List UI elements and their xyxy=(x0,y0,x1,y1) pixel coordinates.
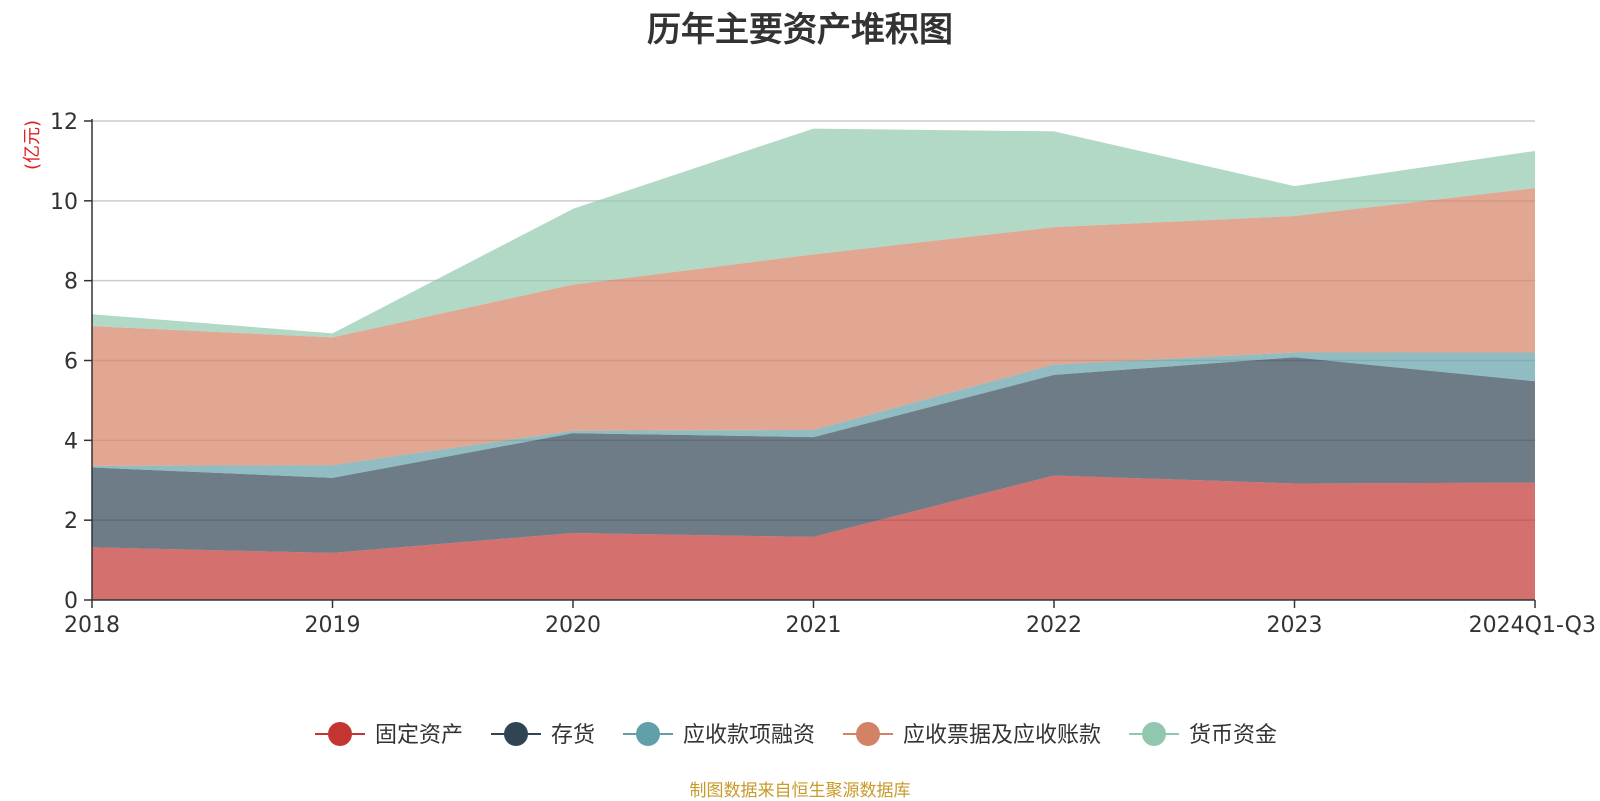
x-tick-label: 2023 xyxy=(1267,613,1323,638)
legend-item-1[interactable]: 存货 xyxy=(491,722,595,748)
legend-marker xyxy=(856,722,880,746)
y-tick-label: 8 xyxy=(64,270,78,295)
axes: 0 2 4 6 8 10 12 2018 2019 2020 2021 2022 2023 2024Q1-… xyxy=(22,110,1596,638)
area-series-1 xyxy=(92,357,1535,553)
y-tick-label: 12 xyxy=(50,110,78,135)
legend-label: 应收款项融资 xyxy=(683,723,815,748)
x-tick-label: 2019 xyxy=(305,613,361,638)
chart-title: 历年主要资产堆积图 xyxy=(647,10,953,50)
legend-label: 应收票据及应收账款 xyxy=(903,723,1101,748)
y-tick-label: 0 xyxy=(64,589,78,614)
x-tick-label: 2022 xyxy=(1026,613,1082,638)
area-series-3 xyxy=(92,188,1535,466)
area-series xyxy=(92,128,1535,600)
legend-item-0[interactable]: 固定资产 xyxy=(315,722,463,748)
y-tick-label: 6 xyxy=(64,350,78,375)
y-tick-label: 4 xyxy=(64,429,78,454)
y-tick-label: 2 xyxy=(64,509,78,534)
area-series-0 xyxy=(92,475,1535,600)
source-note: 制图数据来自恒生聚源数据库 xyxy=(689,781,911,801)
legend-marker xyxy=(1142,722,1166,746)
legend-item-2[interactable]: 应收款项融资 xyxy=(623,722,815,748)
legend-label: 货币资金 xyxy=(1189,723,1277,748)
legend-item-4[interactable]: 货币资金 xyxy=(1129,722,1277,748)
legend-marker xyxy=(504,722,528,746)
x-tick-label: 2020 xyxy=(545,613,601,638)
y-axis-unit-label: (亿元) xyxy=(22,120,43,170)
legend-marker xyxy=(636,722,660,746)
legend-item-3[interactable]: 应收票据及应收账款 xyxy=(843,722,1101,748)
area-series-4 xyxy=(92,128,1535,338)
x-tick-label: 2021 xyxy=(786,613,842,638)
x-tick-label: 2024Q1-Q3 xyxy=(1469,613,1596,638)
legend-marker xyxy=(328,722,352,746)
legend-label: 固定资产 xyxy=(375,723,463,748)
area-series-2 xyxy=(92,352,1535,478)
y-tick-label: 10 xyxy=(50,190,78,215)
x-tick-label: 2018 xyxy=(64,613,120,638)
legend: 固定资产 存货 应收款项融资 应收票据及应收账款 货币资金 xyxy=(315,722,1277,748)
legend-label: 存货 xyxy=(551,723,595,748)
